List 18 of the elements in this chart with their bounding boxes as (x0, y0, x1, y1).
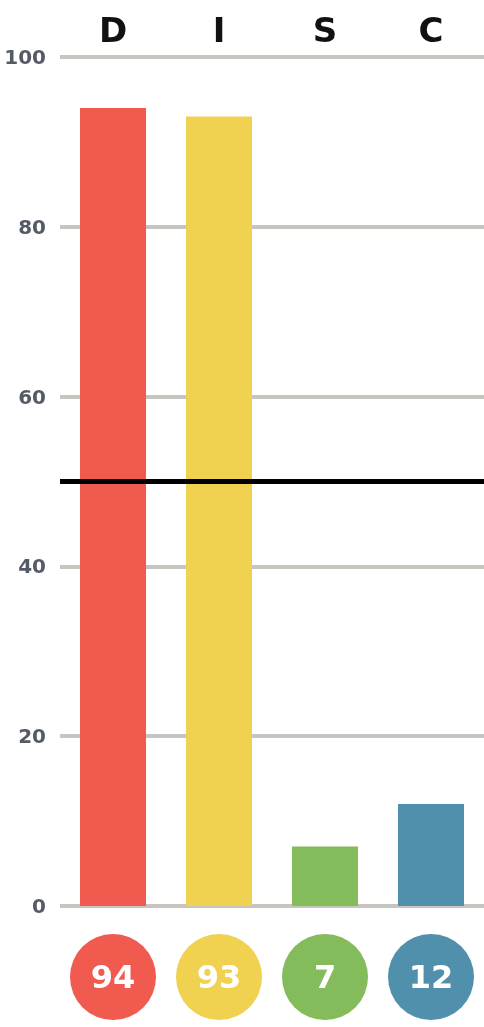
y-tick-label: 100 (4, 45, 46, 69)
y-tick-label: 20 (18, 724, 46, 749)
bar (80, 107, 146, 906)
y-tick-label: 80 (18, 214, 46, 239)
data-label: 12 (408, 958, 454, 996)
x-tick-label: D (98, 10, 128, 50)
bar (398, 804, 464, 906)
x-tick-label: C (418, 10, 444, 50)
data-label: 7 (313, 958, 337, 996)
x-tick-label: I (212, 10, 226, 50)
y-tick-label: 60 (18, 384, 46, 409)
y-tick-label: 0 (32, 894, 46, 918)
y-tick-label: 40 (18, 554, 46, 579)
x-tick-label: S (312, 10, 338, 50)
data-label: 93 (196, 958, 242, 996)
data-label: 94 (90, 958, 136, 996)
bar (292, 846, 358, 906)
bar (186, 116, 252, 906)
